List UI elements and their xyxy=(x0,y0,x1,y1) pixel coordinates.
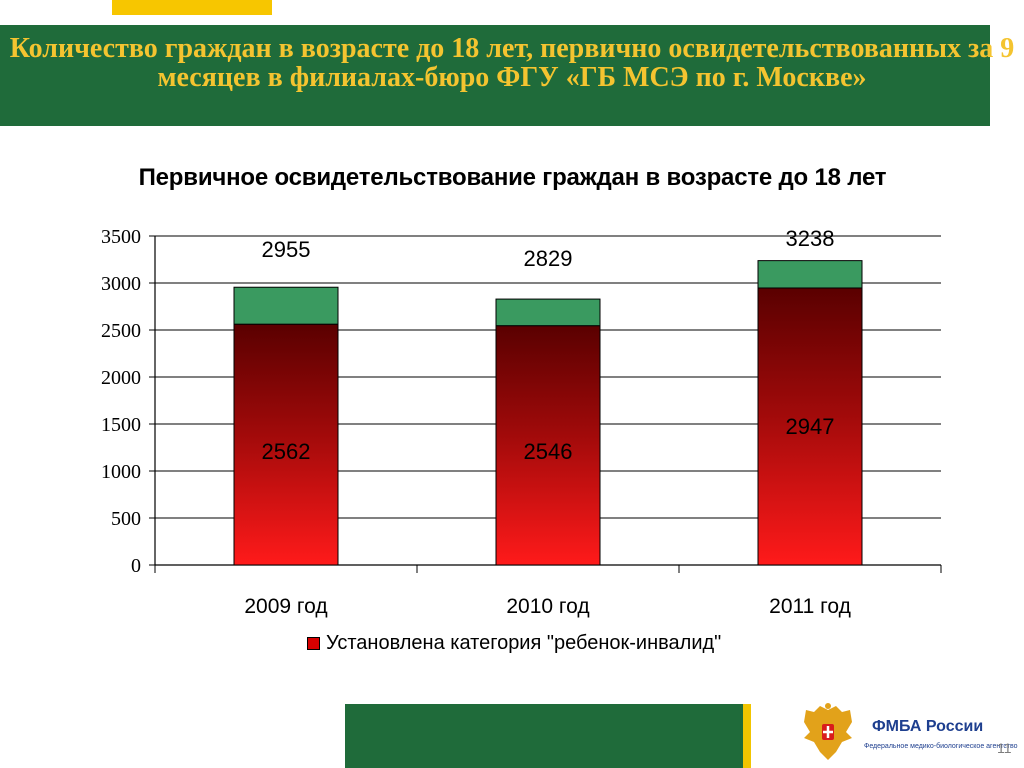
data-label-invalid: 2562 xyxy=(262,439,311,464)
y-tick-label: 3500 xyxy=(101,226,141,248)
bars xyxy=(233,260,863,566)
bar-remainder xyxy=(233,286,339,325)
bar-invalid-category xyxy=(757,287,863,566)
y-tick-label: 0 xyxy=(131,555,141,577)
x-category-label: 2011 год xyxy=(769,595,851,618)
slide-title: Количество граждан в возрасте до 18 лет,… xyxy=(9,33,1015,93)
x-category-label: 2009 год xyxy=(244,595,327,618)
legend-label: Установлена категория "ребенок-инвалид" xyxy=(326,632,722,654)
data-label-total: 3238 xyxy=(786,226,835,251)
y-tick-label: 1000 xyxy=(101,461,141,483)
yellow-accent-tab xyxy=(112,0,272,15)
legend-swatch-red xyxy=(307,637,320,650)
bar-remainder xyxy=(495,298,601,327)
bar-invalid-category xyxy=(233,323,339,566)
title-banner xyxy=(0,25,990,126)
bar-remainder xyxy=(757,260,863,289)
brand-subtitle: Федеральное медико-биологическое агентст… xyxy=(864,743,1018,750)
data-label-total: 2829 xyxy=(524,246,573,271)
data-label-invalid: 2947 xyxy=(786,414,835,439)
x-category-label: 2010 год xyxy=(506,595,589,618)
y-tick-label: 3000 xyxy=(101,273,141,295)
chart-legend: Установлена категория "ребенок-инвалид" xyxy=(307,632,721,655)
data-label-total: 2955 xyxy=(262,237,311,262)
brand-name: ФМБА России xyxy=(872,718,984,735)
footer-yellow-accent xyxy=(743,704,751,768)
y-tick-label: 500 xyxy=(111,508,141,530)
y-tick-label: 1500 xyxy=(101,414,141,436)
eagle-emblem-icon xyxy=(804,703,852,760)
y-tick-label: 2000 xyxy=(101,367,141,389)
page-number: 11 xyxy=(997,740,1012,756)
chart-title: Первичное освидетельствование граждан в … xyxy=(138,164,887,191)
y-tick-label: 2500 xyxy=(101,320,141,342)
footer-green-bar xyxy=(345,704,743,768)
labels: 0 500 1000 1500 2000 2500 3000 3500 2562 2955 2009… xyxy=(101,226,851,618)
bar-invalid-category xyxy=(495,325,601,566)
data-label-invalid: 2546 xyxy=(524,439,573,464)
